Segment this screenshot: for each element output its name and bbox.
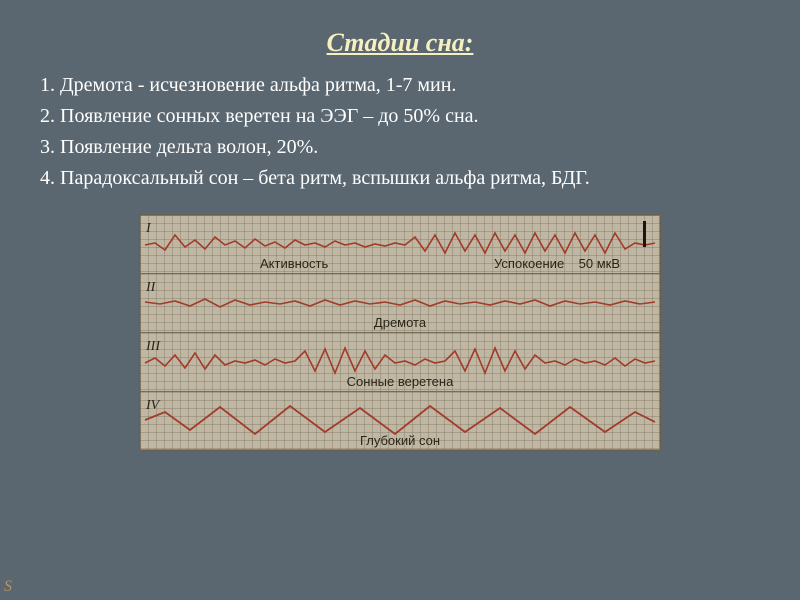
slide: Стадии сна: 1. Дремота - исчезновение ал… <box>0 0 800 600</box>
panel-3: III Сонные веретена <box>140 333 660 392</box>
panel-4-label: Глубокий сон <box>140 433 660 448</box>
label-calm: Успокоение <box>494 256 564 271</box>
s-mark: S <box>4 578 12 596</box>
bullet-4: 4. Парадоксальный сон – бета ритм, вспыш… <box>40 165 760 192</box>
bullet-2: 2. Появление сонных веретен на ЭЭГ – до … <box>40 103 760 130</box>
scale-label: 50 мкВ <box>579 256 620 271</box>
bullet-3: 3. Появление дельта волон, 20%. <box>40 134 760 161</box>
bullet-1: 1. Дремота - исчезновение альфа ритма, 1… <box>40 72 760 99</box>
scale-bar <box>643 221 646 247</box>
panel-2-label: Дремота <box>140 315 660 330</box>
panel-1: I Активность Успокоение 50 мкВ <box>140 215 660 274</box>
eeg-figure: I Активность Успокоение 50 мкВ II Дремо <box>139 214 661 451</box>
panel-3-label: Сонные веретена <box>140 374 660 389</box>
slide-title: Стадии сна: <box>40 28 760 58</box>
panel-1-label: Активность Успокоение 50 мкВ <box>140 256 660 271</box>
panel-2: II Дремота <box>140 274 660 333</box>
label-activity: Активность <box>260 256 328 271</box>
panel-4: IV Глубокий сон <box>140 392 660 450</box>
